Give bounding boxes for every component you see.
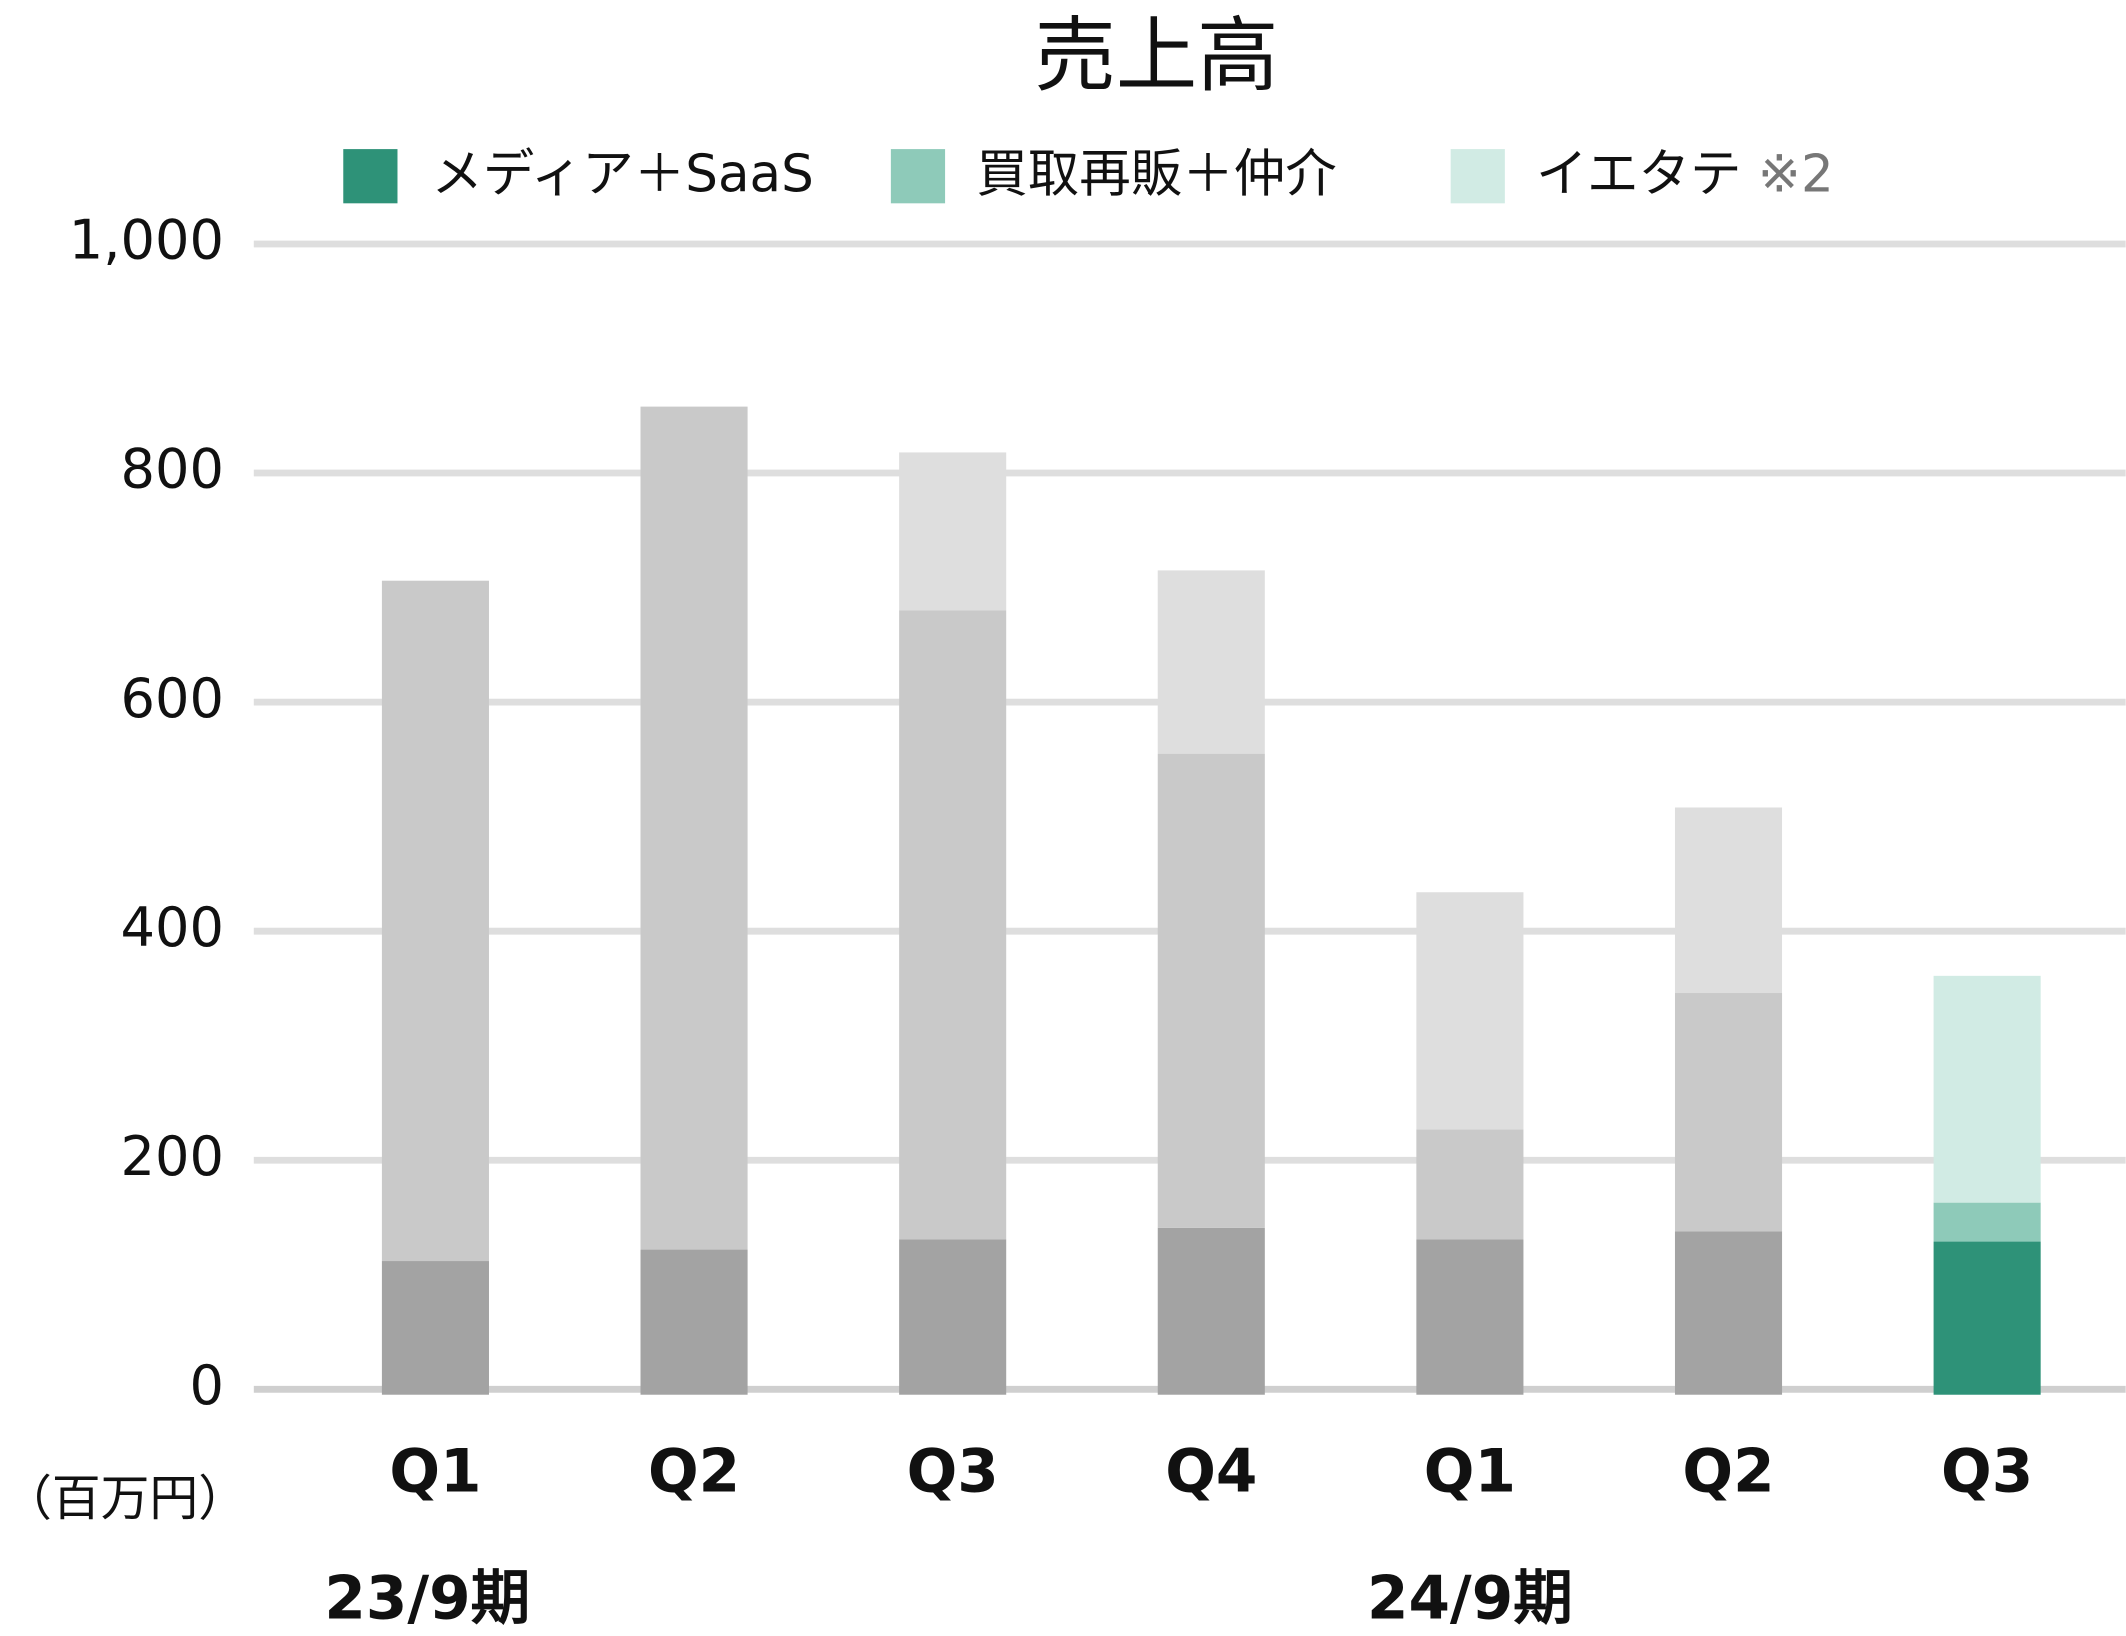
bar-segment [1157, 1227, 1265, 1395]
legend-label: イエタテ ※2 [1536, 145, 1834, 205]
legend-swatch [343, 149, 398, 204]
bar-segment [1674, 1231, 1783, 1395]
legend-swatch [890, 149, 946, 204]
x-tick-label: Q2 [648, 1437, 740, 1506]
group-label: 24/9期 [1367, 1565, 1573, 1634]
bar-segment [381, 1261, 489, 1395]
x-tick-label: Q3 [907, 1437, 999, 1506]
x-tick-label: Q1 [1424, 1437, 1516, 1506]
bar-segment [1933, 1202, 2041, 1242]
y-tick-label: 1,000 [69, 209, 224, 272]
y-tick-label: 600 [121, 667, 224, 730]
legend-swatch [1450, 149, 1505, 204]
bar-segment [640, 406, 748, 1250]
bar-segment [1416, 1129, 1524, 1240]
bar-segment [899, 610, 1007, 1240]
bar-segment [899, 452, 1007, 611]
group-label: 23/9期 [324, 1565, 530, 1634]
bar-segment [1674, 807, 1783, 994]
bar-segment [899, 1239, 1007, 1395]
x-tick-label: Q3 [1941, 1437, 2033, 1506]
y-tick-label: 0 [189, 1354, 224, 1417]
x-tick-label: Q4 [1165, 1437, 1257, 1506]
bar-segment [1416, 1239, 1524, 1395]
y-unit-label: （百万円） [3, 1470, 247, 1527]
y-tick-label: 200 [121, 1125, 224, 1188]
legend-label: 買取再販＋仲介 [976, 145, 1337, 205]
legend-label: メディア＋SaaS [431, 145, 813, 205]
bar-segment [640, 1249, 748, 1395]
y-tick-label: 800 [121, 438, 224, 501]
bar-segment [1933, 975, 2041, 1203]
bar-segment [1157, 570, 1265, 754]
x-tick-label: Q1 [389, 1437, 481, 1506]
bar-segment [1674, 993, 1783, 1232]
bar-segment [1933, 1241, 2041, 1395]
chart-title: 売上高 [1035, 9, 1279, 103]
bar-segment [381, 580, 489, 1262]
y-tick-label: 400 [121, 896, 224, 959]
x-tick-label: Q2 [1682, 1437, 1774, 1506]
bar-segment [1157, 753, 1265, 1228]
legend-note: ※2 [1758, 145, 1834, 205]
bar-segment [1416, 892, 1524, 1130]
